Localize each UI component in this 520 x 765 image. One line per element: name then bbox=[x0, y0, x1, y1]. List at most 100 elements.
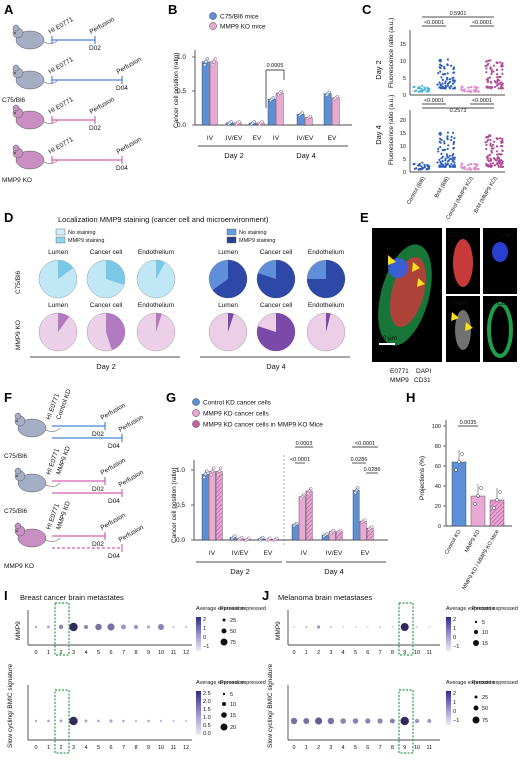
bar bbox=[331, 97, 340, 126]
day-label: D04 bbox=[116, 85, 128, 92]
data-point bbox=[212, 60, 216, 64]
data-point bbox=[449, 80, 452, 83]
data-point bbox=[441, 82, 444, 85]
x-tick-label: 1 bbox=[47, 745, 50, 751]
data-point bbox=[446, 82, 449, 85]
data-point bbox=[216, 473, 220, 477]
data-point bbox=[205, 57, 209, 61]
x-tick-label: 6 bbox=[109, 650, 112, 656]
expression-dot bbox=[121, 624, 126, 630]
data-point bbox=[467, 163, 470, 167]
d-col-endo-r2: Endothelium bbox=[138, 302, 174, 309]
x-tick-label: 2 bbox=[317, 745, 320, 751]
i-leg1-title: Average expression bbox=[196, 606, 245, 612]
perfusion-label: Perfusion bbox=[116, 56, 144, 76]
data-point bbox=[439, 137, 442, 140]
d-legend-swatch-mmp9 bbox=[55, 236, 66, 244]
x-tick-label: 4 bbox=[342, 650, 345, 656]
data-point bbox=[495, 145, 498, 148]
data-point bbox=[492, 140, 496, 143]
panel-b-chart: C75/Bl6 mice MMP9 KO mice 0.0 0.5 1.0 Ca… bbox=[173, 12, 352, 160]
mouse-strain-label: MMP9 KO bbox=[4, 563, 34, 570]
c-top-ytick: 15 bbox=[400, 42, 406, 48]
data-point bbox=[442, 149, 445, 152]
data-point bbox=[498, 490, 502, 494]
data-point bbox=[446, 135, 449, 138]
bar bbox=[215, 471, 223, 541]
data-point bbox=[439, 141, 442, 144]
x-tick-label: 3 bbox=[329, 650, 332, 656]
data-point bbox=[496, 76, 499, 79]
i-leg2-title: Percent expressed bbox=[220, 606, 266, 612]
data-point bbox=[450, 138, 453, 142]
data-point bbox=[233, 534, 237, 538]
mouse-ear-icon bbox=[14, 522, 22, 530]
data-point bbox=[423, 163, 426, 167]
j-leg1-title: Average expression bbox=[446, 606, 495, 612]
expression-dot bbox=[172, 626, 175, 628]
y-tick-1: 1.0 bbox=[177, 54, 186, 61]
data-point bbox=[501, 72, 504, 75]
x-cat: IV/EV bbox=[226, 135, 243, 142]
j-leg3-tick: 1 bbox=[453, 700, 456, 706]
data-point bbox=[427, 166, 431, 169]
data-point bbox=[252, 120, 256, 124]
data-point bbox=[452, 153, 455, 156]
expression-dot bbox=[95, 623, 102, 631]
perfusion-label: Perfusion bbox=[100, 512, 128, 532]
x-tick-label: 1 bbox=[305, 745, 308, 751]
x-tick-label: 5 bbox=[97, 745, 100, 751]
c-xcat: BrM (Bl6) bbox=[434, 176, 451, 199]
data-point bbox=[450, 64, 453, 67]
data-point bbox=[302, 492, 306, 497]
perfusion-label: Perfusion bbox=[89, 16, 117, 36]
day-label: D02 bbox=[92, 486, 104, 493]
mouse-body-icon bbox=[17, 473, 47, 493]
panel-f-letter: F bbox=[4, 390, 12, 405]
d-legend-mmp9: MMP9 staining bbox=[68, 238, 104, 244]
data-point bbox=[485, 71, 488, 74]
x-tick-label: 6 bbox=[366, 650, 369, 656]
data-point bbox=[448, 78, 451, 81]
expression-dot bbox=[34, 719, 38, 723]
expression-dot bbox=[84, 719, 88, 723]
data-point bbox=[500, 81, 503, 84]
mouse-tail-icon bbox=[45, 427, 61, 432]
h-ytick-label: 100 bbox=[432, 424, 441, 430]
expression-dot bbox=[58, 624, 64, 630]
data-point bbox=[443, 142, 446, 145]
x-tick-label: 7 bbox=[122, 650, 125, 656]
data-point bbox=[325, 532, 329, 536]
data-point bbox=[500, 141, 503, 144]
c-bot-ytick: 0 bbox=[403, 170, 406, 176]
d-row-bl6: C75/Bl6 bbox=[15, 270, 22, 294]
expression-dot bbox=[329, 626, 332, 628]
data-point bbox=[495, 68, 498, 71]
arrow-icon bbox=[388, 255, 396, 265]
data-point bbox=[446, 84, 449, 88]
expression-dot bbox=[185, 626, 187, 628]
d-pie-group bbox=[38, 259, 346, 352]
mouse-body-icon bbox=[15, 150, 45, 170]
e-tile-mmp9-signal bbox=[455, 310, 471, 350]
i-leg3-tick: 1.5 bbox=[203, 707, 211, 713]
perfusion-label: Perfusion bbox=[100, 402, 128, 422]
data-point bbox=[439, 83, 442, 86]
data-point bbox=[445, 153, 449, 156]
panel-a-letter: A bbox=[4, 2, 14, 17]
expression-dot bbox=[303, 718, 310, 724]
j-leg2-val: 5 bbox=[482, 620, 485, 626]
d-col-lumen-r2: Lumen bbox=[48, 302, 68, 309]
g-ytick: 0.0 bbox=[176, 537, 185, 544]
c-top-stat: <0.0001 bbox=[424, 20, 444, 26]
data-point bbox=[488, 76, 492, 79]
data-point bbox=[460, 452, 464, 456]
mouse-body-icon bbox=[15, 110, 45, 130]
i-row2-label: Slow cycling/ BMIC signature bbox=[7, 663, 14, 748]
expression-dot bbox=[367, 626, 369, 628]
c-bot-ytick: 10 bbox=[400, 144, 406, 150]
c-top-ytick: 5 bbox=[403, 76, 406, 82]
data-point bbox=[446, 156, 450, 159]
